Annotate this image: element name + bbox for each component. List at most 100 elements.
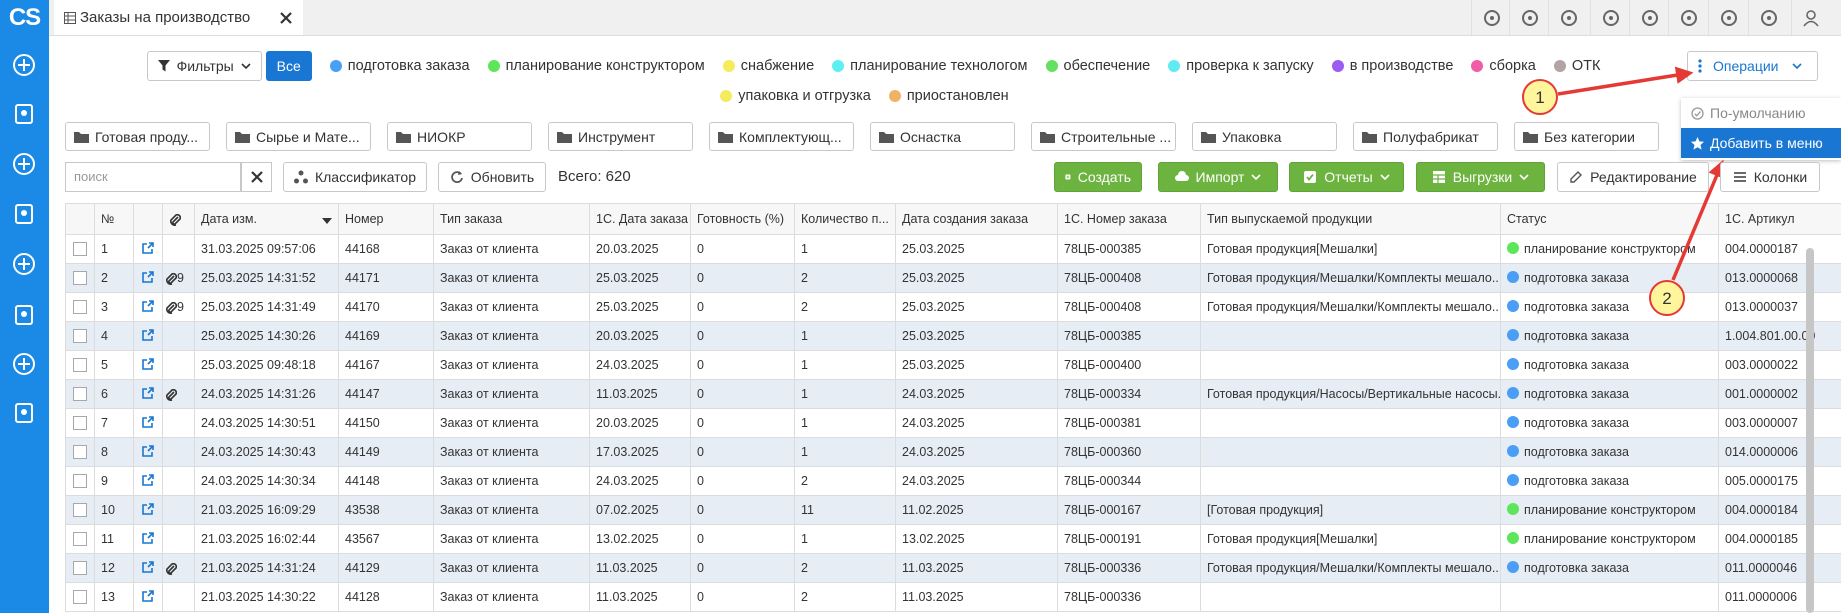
cell-text: Заказ от клиента: [440, 387, 539, 401]
clear-search-button[interactable]: [241, 162, 272, 192]
open-icon[interactable]: [142, 270, 154, 283]
row-checkbox[interactable]: [73, 271, 87, 286]
status-filter[interactable]: ОТК: [1553, 51, 1600, 81]
status-filter[interactable]: в производстве: [1331, 51, 1453, 81]
column-header[interactable]: Тип выпускаемой продукции: [1200, 203, 1501, 235]
sidebar-icon[interactable]: [12, 352, 36, 376]
open-icon[interactable]: [142, 328, 154, 341]
cell-text: Заказ от клиента: [440, 590, 539, 604]
status-filter[interactable]: проверка к запуску: [1168, 51, 1314, 81]
logo[interactable]: CS: [8, 4, 41, 31]
search-input[interactable]: поиск: [65, 162, 241, 192]
category-folder[interactable]: НИОКР: [387, 122, 532, 151]
category-folder[interactable]: Упаковка: [1192, 122, 1337, 151]
row-checkbox[interactable]: [73, 300, 87, 315]
column-header[interactable]: Тип заказа: [433, 203, 590, 235]
column-header[interactable]: Готовность (%): [690, 203, 795, 235]
sidebar-icon[interactable]: [12, 102, 36, 126]
tab[interactable]: Заказы на производство: [54, 0, 303, 35]
create-button[interactable]: Создать: [1054, 162, 1142, 192]
status-filter[interactable]: планирование технологом: [832, 51, 1028, 81]
row-checkbox[interactable]: [73, 387, 87, 402]
row-checkbox[interactable]: [73, 445, 87, 460]
row-checkbox[interactable]: [73, 242, 87, 257]
column-header[interactable]: 1С. Дата заказа: [589, 203, 691, 235]
status-filter[interactable]: снабжение: [722, 51, 814, 81]
toolbar-icon-button[interactable]: [1471, 0, 1512, 35]
all-button[interactable]: Все: [265, 51, 312, 81]
row-checkbox[interactable]: [73, 329, 87, 344]
category-folder[interactable]: Готовая проду...: [65, 122, 210, 151]
toolbar-icon-button[interactable]: [1668, 0, 1709, 35]
column-header[interactable]: 1С. Номер заказа: [1057, 203, 1201, 235]
menu-item[interactable]: Добавить в меню: [1681, 128, 1841, 158]
table-cell: 78ЦБ-000400: [1057, 350, 1201, 380]
open-icon[interactable]: [142, 386, 154, 399]
exports-button[interactable]: Выгрузки: [1416, 162, 1545, 192]
open-icon[interactable]: [142, 299, 154, 312]
sidebar-icon[interactable]: [12, 202, 36, 226]
category-folder[interactable]: Инструмент: [548, 122, 693, 151]
sidebar-icon[interactable]: [12, 401, 36, 425]
toolbar-icon-button[interactable]: [1791, 0, 1832, 35]
refresh-button[interactable]: Обновить: [438, 162, 546, 192]
row-checkbox[interactable]: [73, 532, 87, 547]
row-checkbox[interactable]: [73, 561, 87, 576]
row-checkbox[interactable]: [73, 590, 87, 605]
sidebar-icon[interactable]: [12, 303, 36, 327]
open-icon[interactable]: [142, 531, 154, 544]
cell-text: 24.03.2025: [902, 445, 965, 459]
category-folder[interactable]: Оснастка: [870, 122, 1015, 151]
status-filter[interactable]: обеспечение: [1045, 51, 1150, 81]
open-icon[interactable]: [142, 444, 154, 457]
open-icon[interactable]: [142, 473, 154, 486]
open-icon[interactable]: [142, 241, 154, 254]
status-filter[interactable]: упаковка и отгрузка: [720, 81, 871, 111]
category-folder[interactable]: Строительные ...: [1031, 122, 1176, 151]
row-checkbox[interactable]: [73, 358, 87, 373]
toolbar-icon-button[interactable]: [1548, 0, 1589, 35]
row-checkbox[interactable]: [73, 503, 87, 518]
classifier-button[interactable]: Классификатор: [283, 162, 427, 192]
status-filter[interactable]: подготовка заказа: [329, 51, 470, 81]
column-header[interactable]: Дата создания заказа: [895, 203, 1058, 235]
operations-button[interactable]: Операции: [1687, 51, 1818, 81]
toolbar-icon: [1642, 9, 1658, 26]
status-filter[interactable]: приостановлен: [888, 81, 1009, 111]
attachment-icon: [170, 213, 182, 226]
edit-button[interactable]: Редактирование: [1557, 162, 1709, 192]
status-filter[interactable]: сборка: [1471, 51, 1536, 81]
category-folder[interactable]: Комплектующ...: [709, 122, 854, 151]
toolbar-icon-button[interactable]: [1629, 0, 1670, 35]
category-folder[interactable]: Полуфабрикат: [1353, 122, 1498, 151]
scrollbar[interactable]: [1806, 248, 1814, 613]
column-header[interactable]: №: [94, 203, 134, 235]
column-header[interactable]: Дата изм.: [194, 203, 339, 235]
menu-item[interactable]: По-умолчанию: [1681, 98, 1841, 128]
column-header[interactable]: Номер: [338, 203, 434, 235]
status-filter[interactable]: планирование конструктором: [487, 51, 705, 81]
open-icon[interactable]: [142, 589, 154, 602]
column-header[interactable]: 1С. Артикул: [1718, 203, 1841, 235]
row-checkbox[interactable]: [73, 416, 87, 431]
open-icon[interactable]: [142, 415, 154, 428]
category-folder[interactable]: Сырье и Мате...: [226, 122, 371, 151]
category-folder[interactable]: Без категории: [1514, 122, 1659, 151]
columns-button[interactable]: Колонки: [1720, 162, 1820, 192]
row-checkbox[interactable]: [73, 474, 87, 489]
import-button[interactable]: Импорт: [1158, 162, 1278, 192]
column-header[interactable]: Статус: [1500, 203, 1719, 235]
column-header[interactable]: Количество п...: [794, 203, 896, 235]
filters-button[interactable]: Фильтры: [146, 51, 262, 81]
sidebar-icon[interactable]: [12, 53, 36, 77]
sidebar-icon[interactable]: [12, 152, 36, 176]
toolbar-icon-button[interactable]: [1748, 0, 1789, 35]
toolbar-icon-button[interactable]: [1590, 0, 1631, 35]
toolbar-icon-button[interactable]: [1509, 0, 1550, 35]
sidebar-icon[interactable]: [12, 252, 36, 276]
open-icon[interactable]: [142, 357, 154, 370]
open-icon[interactable]: [142, 560, 154, 573]
toolbar-icon-button[interactable]: [1708, 0, 1749, 35]
open-icon[interactable]: [142, 502, 154, 515]
reports-button[interactable]: Отчеты: [1289, 162, 1404, 192]
